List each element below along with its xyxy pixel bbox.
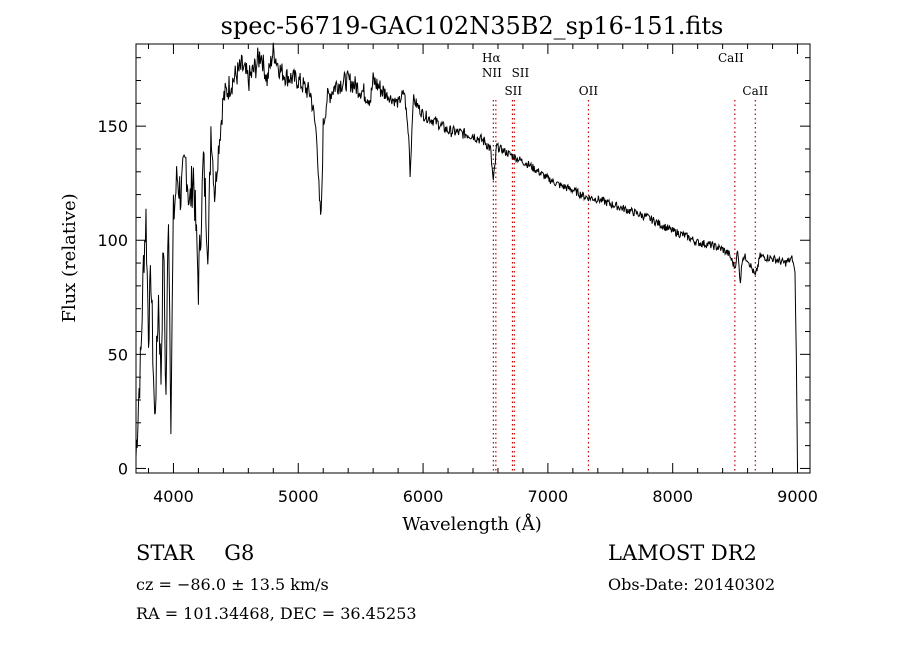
x-tick-label: 8000	[652, 487, 693, 506]
line-marker-label: NII	[482, 66, 502, 80]
x-tick-label: 7000	[528, 487, 569, 506]
x-tick-label: 9000	[777, 487, 818, 506]
axes-layer	[136, 44, 810, 473]
y-tick-label: 0	[118, 459, 128, 478]
y-tick-label: 150	[97, 117, 128, 136]
line-marker-label: SII	[512, 66, 530, 80]
survey-name: LAMOST DR2	[608, 541, 757, 565]
y-axis-label: Flux (relative)	[59, 193, 80, 322]
tick-labels: 4000 5000 6000 7000 8000 9000 0 50 100 150	[97, 117, 817, 506]
line-marker-label: Hα	[482, 51, 501, 65]
chart-title: spec-56719-GAC102N35B2_sp16-151.fits	[221, 12, 724, 40]
line-marker-label: CaII	[718, 51, 744, 65]
coordinates-line: RA = 101.34468, DEC = 36.45253	[136, 604, 417, 623]
x-axis-label: Wavelength (Å)	[402, 513, 542, 535]
object-class: STAR G8	[136, 541, 254, 565]
x-tick-label: 4000	[153, 487, 194, 506]
obs-date: Obs-Date: 20140302	[608, 575, 776, 594]
x-tick-label: 5000	[278, 487, 319, 506]
y-tick-label: 50	[108, 345, 128, 364]
spectrum-series-line	[135, 42, 798, 469]
object-class-value: STAR	[136, 541, 195, 565]
line-marker-label: OII	[579, 84, 599, 98]
x-tick-label: 6000	[403, 487, 444, 506]
cz-line: cz = −86.0 ± 13.5 km/s	[136, 575, 329, 594]
subclass-value: G8	[224, 541, 255, 565]
y-tick-label: 100	[97, 231, 128, 250]
line-marker-label: SII	[504, 84, 522, 98]
line-marker-label: CaII	[742, 84, 768, 98]
plot-frame	[135, 43, 811, 474]
